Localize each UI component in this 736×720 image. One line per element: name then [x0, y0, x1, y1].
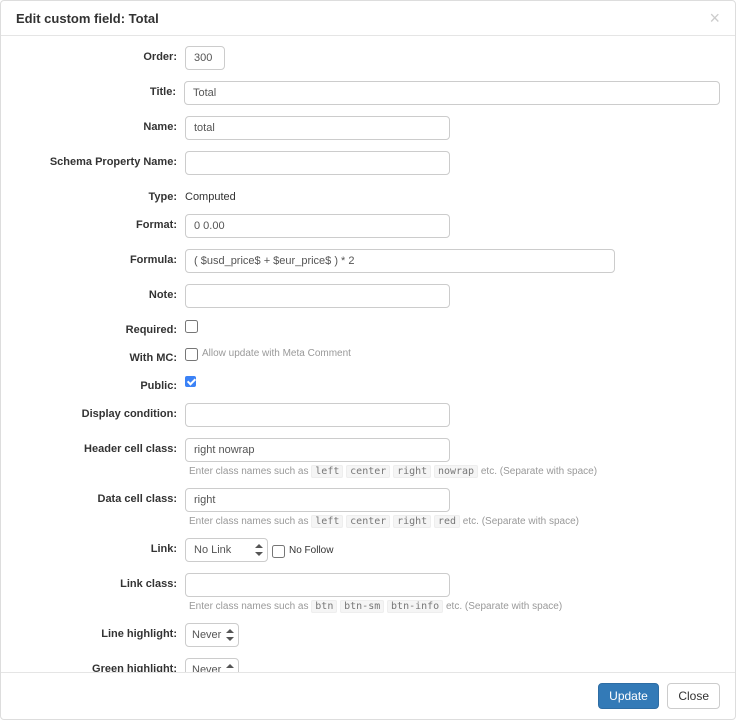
name-input[interactable] — [185, 116, 450, 140]
schema-property-name-input[interactable] — [185, 151, 450, 175]
data-cell-class-input[interactable] — [185, 488, 450, 512]
title-input[interactable] — [184, 81, 720, 105]
label-order: Order: — [1, 46, 185, 63]
label-note: Note: — [1, 284, 185, 301]
label-required: Required: — [1, 319, 185, 336]
green-highlight-select[interactable]: Never — [185, 658, 239, 672]
modal-header: Edit custom field: Total × — [1, 1, 735, 36]
public-checkbox[interactable] — [185, 376, 196, 387]
label-link-class: Link class: — [1, 573, 185, 590]
required-checkbox[interactable] — [185, 320, 198, 333]
close-button[interactable]: Close — [667, 683, 720, 709]
formula-input[interactable] — [185, 249, 615, 273]
display-condition-input[interactable] — [185, 403, 450, 427]
header-cell-class-input[interactable] — [185, 438, 450, 462]
label-schema-property-name: Schema Property Name: — [1, 151, 185, 168]
type-value: Computed — [185, 186, 236, 203]
note-input[interactable] — [185, 284, 450, 308]
label-data-cell-class: Data cell class: — [1, 488, 185, 505]
label-title: Title: — [1, 81, 184, 98]
label-display-condition: Display condition: — [1, 403, 185, 420]
label-header-cell-class: Header cell class: — [1, 438, 185, 455]
label-with-mc: With MC: — [1, 347, 185, 364]
label-link: Link: — [1, 538, 185, 555]
link-class-hint: Enter class names such as btn btn-sm btn… — [189, 601, 562, 612]
no-follow-checkbox[interactable] — [272, 545, 285, 558]
label-name: Name: — [1, 116, 185, 133]
label-green-highlight: Green highlight: — [1, 658, 185, 672]
label-line-highlight: Line highlight: — [1, 623, 185, 640]
update-button[interactable]: Update — [598, 683, 659, 709]
label-format: Format: — [1, 214, 185, 231]
line-highlight-select[interactable]: Never — [185, 623, 239, 647]
order-input[interactable] — [185, 46, 225, 70]
data-cell-class-hint: Enter class names such as left center ri… — [189, 516, 579, 527]
link-select[interactable]: No Link — [185, 538, 268, 562]
with-mc-checkbox[interactable] — [185, 348, 198, 361]
format-input[interactable] — [185, 214, 450, 238]
modal-body: Order: Title: Name: Schema Property Name… — [1, 36, 735, 672]
edit-custom-field-modal: Edit custom field: Total × Order: Title:… — [0, 0, 736, 720]
modal-footer: Update Close — [1, 672, 735, 719]
label-type: Type: — [1, 186, 185, 203]
no-follow-label: No Follow — [289, 545, 333, 556]
with-mc-text: Allow update with Meta Comment — [202, 348, 351, 359]
modal-title: Edit custom field: Total — [16, 11, 709, 26]
header-cell-class-hint: Enter class names such as left center ri… — [189, 466, 597, 477]
link-class-input[interactable] — [185, 573, 450, 597]
label-formula: Formula: — [1, 249, 185, 266]
close-icon[interactable]: × — [709, 9, 720, 27]
label-public: Public: — [1, 375, 185, 392]
